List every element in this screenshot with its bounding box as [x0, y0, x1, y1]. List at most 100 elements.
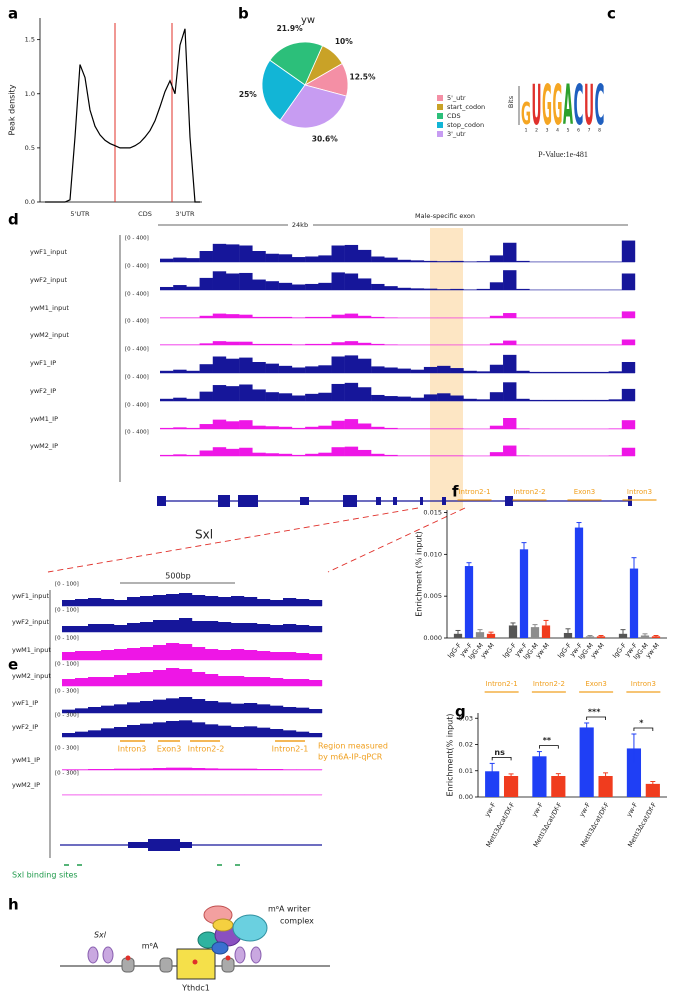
panel-label: f — [452, 483, 459, 501]
coverage-bin — [331, 356, 345, 373]
legend-label: 3'_utr — [447, 130, 466, 138]
coverage-bin — [153, 670, 167, 686]
coverage-bin — [173, 285, 187, 290]
track-range: [0 - 100] — [55, 608, 79, 614]
sig-label: ns — [494, 748, 505, 757]
coverage-bin — [516, 428, 530, 429]
coverage-bin — [160, 454, 174, 456]
track-label: ywM2_IP — [12, 781, 40, 789]
p-value: P-Value:1e-481 — [538, 150, 588, 159]
coverage-bin — [199, 343, 213, 345]
coverage-bin — [489, 452, 504, 456]
bar — [541, 625, 551, 638]
coverage-bin — [239, 384, 253, 401]
exon — [420, 497, 423, 505]
coverage-bin — [423, 394, 438, 401]
coverage-bin — [331, 447, 345, 456]
coverage-bin — [305, 426, 319, 429]
group-label: Intron2-2 — [513, 488, 545, 496]
coverage-bin — [595, 399, 609, 401]
coverage-bin — [283, 707, 297, 713]
coverage-bin — [257, 677, 271, 686]
coverage-bin — [410, 260, 425, 262]
coverage-bin — [179, 644, 193, 660]
coverage-bin — [371, 256, 385, 262]
coverage-bin — [309, 769, 323, 770]
coverage-bin — [62, 626, 76, 632]
coverage-bin — [437, 365, 451, 373]
coverage-bin — [101, 599, 115, 606]
coverage-bin — [331, 314, 345, 318]
coverage-bin — [291, 257, 306, 262]
coverage-bin — [225, 273, 240, 290]
coverage-bin — [296, 599, 310, 606]
coverage-bin — [309, 709, 323, 713]
logo-letter: A — [563, 73, 573, 138]
y-tick-label: 1.5 — [25, 36, 35, 44]
y-axis-label: Enrichment (% input) — [415, 531, 424, 617]
coverage-bin — [257, 624, 271, 632]
track-range: [0 - 100] — [55, 636, 79, 642]
coverage-bin — [489, 364, 504, 373]
coverage-bin — [101, 728, 115, 737]
coverage-bin — [291, 427, 306, 429]
coverage-bin — [218, 725, 232, 737]
coverage-bin — [231, 703, 245, 713]
panel-label: b — [238, 5, 249, 23]
density-line — [45, 28, 200, 203]
sxl-protein — [250, 946, 262, 964]
coverage-bin — [437, 289, 451, 290]
coverage-bin — [410, 369, 425, 373]
coverage-bin — [283, 730, 297, 737]
coverage-bin — [153, 699, 167, 713]
coverage-bin — [173, 454, 187, 456]
coverage-bin — [450, 395, 464, 401]
coverage-bin — [140, 701, 154, 713]
panel-label: d — [8, 211, 19, 229]
coverage-bin — [173, 257, 187, 262]
coverage-bin — [231, 727, 245, 737]
coverage-bin — [309, 626, 323, 632]
coverage-bin — [257, 727, 271, 737]
coverage-bin — [423, 288, 438, 290]
coverage-bin — [252, 316, 266, 318]
reader-label: Ythdc1 — [181, 984, 210, 993]
coverage-bin — [192, 768, 206, 770]
sig-bracket — [491, 757, 512, 761]
coverage-bin — [199, 364, 213, 373]
coverage-bin — [291, 344, 306, 345]
coverage-bin — [140, 723, 154, 737]
group-label: Intron2-1 — [486, 680, 518, 688]
y-tick-label: 0.00 — [459, 793, 473, 801]
writer-label: m⁶A writer — [268, 905, 311, 914]
coverage-bin — [173, 344, 187, 345]
coverage-bin — [503, 445, 517, 456]
coverage-bin — [192, 722, 206, 737]
coverage-bin — [199, 277, 213, 290]
coverage-bin — [489, 315, 504, 318]
coverage-bin — [423, 455, 438, 456]
track-range: [0 - 400] — [125, 375, 149, 381]
coverage-bin — [114, 625, 128, 632]
coverage-bin — [437, 261, 451, 262]
coverage-bin — [218, 768, 232, 770]
coverage-bin — [114, 649, 128, 660]
coverage-bin — [371, 394, 385, 401]
coverage-bin — [357, 387, 372, 401]
logo-position: 4 — [556, 128, 559, 134]
track-range: [0 - 400] — [125, 430, 149, 436]
coverage-bin — [305, 343, 319, 345]
coverage-bin — [179, 767, 193, 770]
coverage-bin — [621, 388, 636, 401]
coverage-bin — [252, 343, 266, 345]
coverage-bin — [357, 342, 372, 345]
coverage-bin — [265, 343, 279, 345]
logo-position: 5 — [567, 128, 570, 134]
coverage-bin — [192, 595, 206, 606]
exon — [300, 497, 309, 505]
coverage-bin — [173, 427, 187, 429]
y-tick-label: 0.02 — [459, 741, 473, 749]
coverage-bin — [153, 722, 167, 737]
coverage-bin — [244, 726, 258, 737]
coverage-bin — [296, 625, 310, 632]
